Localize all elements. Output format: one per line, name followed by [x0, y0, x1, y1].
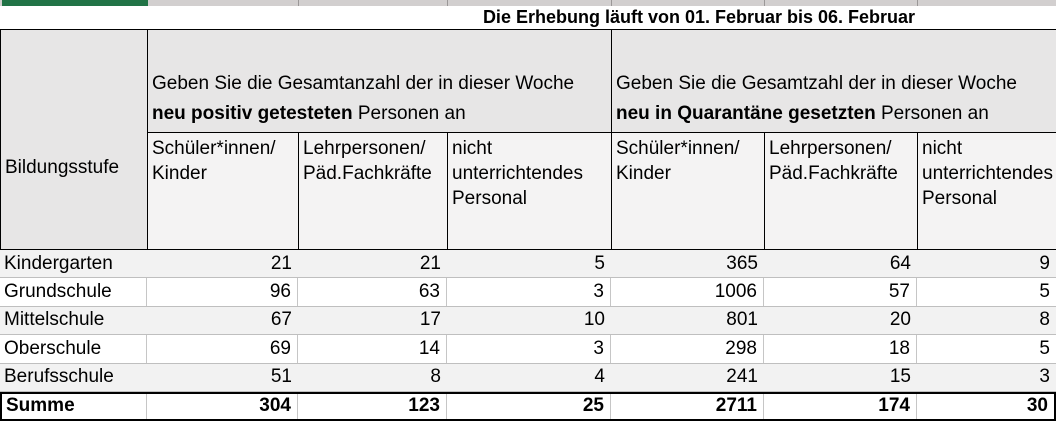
row-label[interactable]: Berufsschule: [4, 366, 114, 388]
total-cell[interactable]: 174: [764, 393, 917, 419]
column-separator-tick: [764, 0, 765, 6]
total-cell[interactable]: 304: [147, 393, 298, 419]
data-cell[interactable]: 96: [147, 278, 298, 306]
data-cell[interactable]: 69: [147, 335, 298, 363]
subheader-students-positive[interactable]: Schüler*innen/ Kinder: [148, 133, 299, 249]
data-cell[interactable]: 241: [726, 366, 758, 388]
total-cell[interactable]: 2711: [611, 393, 764, 419]
table-row-mittelschule: Mittelschule 67 17 10 801 20 8: [0, 306, 1056, 336]
column-separator-tick: [447, 0, 448, 6]
top-strip: [0, 0, 1056, 6]
data-cell[interactable]: 3: [1039, 366, 1050, 388]
data-cell[interactable]: 10: [583, 309, 605, 331]
total-row: Summe 304 123 25 2711 174 30: [0, 391, 1056, 421]
group-header-bold: neu in Quarantäne gesetzten: [616, 103, 876, 124]
group-header-line2: neu positiv getesteten Personen an: [152, 99, 607, 129]
data-cell[interactable]: 4: [594, 366, 605, 388]
column-separator-tick: [298, 0, 299, 6]
subheader-teachers-quarantine[interactable]: Lehrpersonen/ Päd.Fachkräfte: [765, 133, 918, 249]
table-row-grundschule: Grundschule 96 63 3 1006 57 5: [0, 278, 1056, 307]
table-row-berufsschule: Berufsschule 51 8 4 241 15 3: [0, 363, 1056, 392]
data-cell[interactable]: 9: [1039, 252, 1050, 274]
data-cell[interactable]: 5: [1039, 337, 1050, 359]
group-header-line1: Geben Sie die Gesamtzahl der in dieser W…: [616, 73, 1017, 94]
data-cell[interactable]: 20: [889, 309, 911, 331]
data-cell[interactable]: 3: [447, 278, 611, 306]
row-label[interactable]: Mittelschule: [4, 309, 105, 331]
group-header-bold: neu positiv getesteten: [152, 103, 353, 124]
column-separator-tick: [611, 0, 612, 6]
table-header: Bildungsstufe Geben Sie die Gesamtanzahl…: [0, 29, 1056, 250]
sheet-color-bar: [2, 0, 148, 6]
data-cell[interactable]: 8: [430, 366, 441, 388]
data-cell[interactable]: 801: [726, 309, 758, 331]
data-cell[interactable]: 51: [270, 366, 292, 388]
bildungsstufe-header-cell[interactable]: Bildungsstufe: [1, 30, 148, 249]
subheader-students-quarantine[interactable]: Schüler*innen/ Kinder: [612, 133, 765, 249]
column-separator-tick: [917, 0, 918, 6]
data-cell[interactable]: 18: [764, 335, 917, 363]
subheader-teachers-positive[interactable]: Lehrpersonen/ Päd.Fachkräfte: [299, 133, 448, 249]
total-label[interactable]: Summe: [2, 393, 147, 419]
data-cell[interactable]: 1006: [611, 278, 764, 306]
data-cell[interactable]: 8: [1039, 309, 1050, 331]
total-cell[interactable]: 30: [1026, 395, 1048, 417]
data-cell[interactable]: 17: [419, 309, 441, 331]
row-label[interactable]: Oberschule: [0, 335, 147, 363]
table-row-oberschule: Oberschule 69 14 3 298 18 5: [0, 335, 1056, 364]
total-cell[interactable]: 25: [447, 393, 611, 419]
data-cell[interactable]: 21: [419, 252, 441, 274]
total-cell[interactable]: 123: [298, 393, 447, 419]
data-cell[interactable]: 5: [1039, 281, 1050, 303]
title-row: Die Erhebung läuft von 01. Februar bis 0…: [0, 6, 1056, 29]
group-header-rest: Personen an: [875, 103, 989, 124]
data-cell[interactable]: 57: [764, 278, 917, 306]
table-row-kindergarten: Kindergarten 21 21 5 365 64 9: [0, 250, 1056, 279]
group-header-line2: neu in Quarantäne gesetzten Personen an: [616, 99, 1053, 129]
data-cell[interactable]: 14: [298, 335, 447, 363]
group-header-positive-tested[interactable]: Geben Sie die Gesamtanzahl der in dieser…: [148, 30, 612, 133]
data-cell[interactable]: 15: [889, 366, 911, 388]
data-cell[interactable]: 5: [594, 252, 605, 274]
group-header-quarantine[interactable]: Geben Sie die Gesamtzahl der in dieser W…: [612, 30, 1056, 133]
data-cell[interactable]: 64: [889, 252, 911, 274]
survey-period-title: Die Erhebung läuft von 01. Februar bis 0…: [482, 7, 916, 27]
data-cell[interactable]: 21: [270, 252, 292, 274]
data-cell[interactable]: 63: [298, 278, 447, 306]
row-label[interactable]: Grundschule: [0, 278, 147, 306]
data-cell[interactable]: 67: [270, 309, 292, 331]
group-header-line1: Geben Sie die Gesamtanzahl der in dieser…: [152, 73, 575, 94]
subheader-nonteaching-quarantine[interactable]: nicht unterrichtendes Personal: [918, 133, 1056, 249]
row-label[interactable]: Kindergarten: [4, 252, 113, 274]
data-cell[interactable]: 3: [447, 335, 611, 363]
subheader-nonteaching-positive[interactable]: nicht unterrichtendes Personal: [448, 133, 612, 249]
group-header-rest: Personen an: [352, 103, 466, 124]
data-cell[interactable]: 365: [726, 252, 758, 274]
data-cell[interactable]: 298: [611, 335, 764, 363]
